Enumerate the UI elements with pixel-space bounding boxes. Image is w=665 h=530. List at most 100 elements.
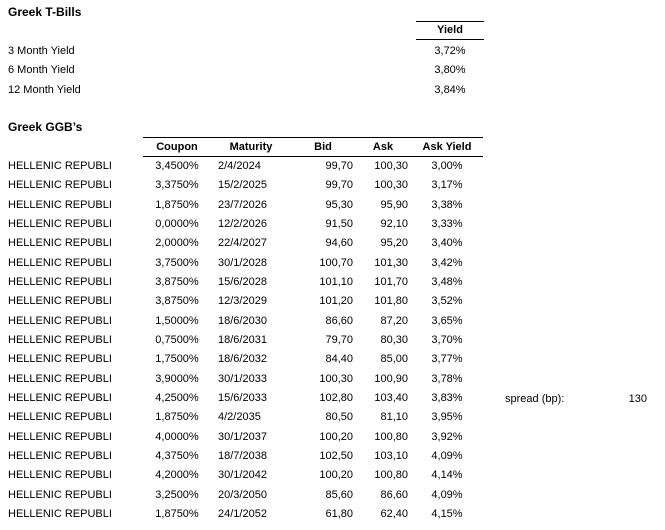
ask-cell: 81,10 <box>380 411 408 424</box>
bid-cell: 80,50 <box>325 411 353 424</box>
ask-cell: 80,30 <box>380 334 408 347</box>
coupon-cell: 1,5000% <box>155 314 199 327</box>
table-row: HELLENIC REPUBLI 1,8750% 23/7/2026 95,30… <box>8 195 483 214</box>
table-row: HELLENIC REPUBLI 1,8750% 4/2/2035 80,50 … <box>8 408 483 427</box>
bid-cell: 91,50 <box>325 218 353 231</box>
bid-cell: 61,80 <box>325 508 353 521</box>
ask-cell: 101,80 <box>374 295 408 308</box>
table-row: HELLENIC REPUBLI 2,0000% 22/4/2027 94,60… <box>8 234 483 253</box>
table-row: HELLENIC REPUBLI 4,3750% 18/7/2038 102,5… <box>8 446 483 465</box>
ask-cell: 86,60 <box>380 488 408 501</box>
coupon-cell: 4,3750% <box>155 450 199 463</box>
ask-cell: 85,00 <box>380 353 408 366</box>
yield-column-header: Yield <box>416 21 484 40</box>
ask-yield-cell: 3,78% <box>431 372 463 385</box>
coupon-cell: 0,0000% <box>155 218 199 231</box>
coupon-cell: 1,7500% <box>155 353 199 366</box>
tbill-value-12m: 3,84% <box>434 84 466 96</box>
ask-cell: 62,40 <box>380 508 408 521</box>
table-row: HELLENIC REPUBLI 0,7500% 18/6/2031 79,70… <box>8 330 483 349</box>
bid-cell: 102,50 <box>319 450 353 463</box>
ask-cell: 100,80 <box>374 469 408 482</box>
col-header-maturity: Maturity <box>211 137 291 157</box>
ask-yield-cell: 3,40% <box>431 237 463 250</box>
bond-name-cell: HELLENIC REPUBLI <box>8 314 112 327</box>
coupon-cell: 0,7500% <box>155 334 199 347</box>
ask-cell: 103,40 <box>374 392 408 405</box>
ask-cell: 92,10 <box>380 218 408 231</box>
bond-name-cell: HELLENIC REPUBLI <box>8 256 112 269</box>
maturity-cell: 30/1/2028 <box>218 256 267 269</box>
ask-yield-cell: 4,09% <box>431 488 463 501</box>
maturity-cell: 18/6/2032 <box>218 353 267 366</box>
tbill-value-6m: 3,80% <box>434 64 466 76</box>
ask-cell: 100,80 <box>374 430 408 443</box>
bond-name-cell: HELLENIC REPUBLI <box>8 411 112 424</box>
bond-name-cell: HELLENIC REPUBLI <box>8 392 112 405</box>
coupon-cell: 4,2000% <box>155 469 199 482</box>
ask-yield-cell: 4,14% <box>431 469 463 482</box>
col-header-ask: Ask <box>355 137 411 157</box>
ask-cell: 95,90 <box>380 198 408 211</box>
bid-cell: 79,70 <box>325 334 353 347</box>
bid-cell: 94,60 <box>325 237 353 250</box>
bond-name-cell: HELLENIC REPUBLI <box>8 372 112 385</box>
maturity-cell: 2/4/2024 <box>218 160 261 173</box>
maturity-cell: 12/3/2029 <box>218 295 267 308</box>
table-row: HELLENIC REPUBLI 1,7500% 18/6/2032 84,40… <box>8 350 483 369</box>
tbill-value-3m: 3,72% <box>434 45 466 57</box>
ask-yield-cell: 3,83% <box>431 392 463 405</box>
bid-cell: 85,60 <box>325 488 353 501</box>
coupon-cell: 3,2500% <box>155 488 199 501</box>
ggb-table: Coupon Maturity Bid Ask Ask Yield HELLEN… <box>8 137 483 524</box>
maturity-cell: 18/7/2038 <box>218 450 267 463</box>
ask-yield-cell: 3,65% <box>431 314 463 327</box>
coupon-cell: 3,3750% <box>155 179 199 192</box>
bid-cell: 86,60 <box>325 314 353 327</box>
maturity-cell: 4/2/2035 <box>218 411 261 424</box>
table-row: HELLENIC REPUBLI 4,0000% 30/1/2037 100,2… <box>8 427 483 446</box>
bid-cell: 102,80 <box>319 392 353 405</box>
ask-cell: 103,10 <box>374 450 408 463</box>
bid-cell: 84,40 <box>325 353 353 366</box>
ask-yield-cell: 3,92% <box>431 430 463 443</box>
maturity-cell: 30/1/2033 <box>218 372 267 385</box>
spread-label: spread (bp): <box>505 393 565 405</box>
ggb-header-row: Coupon Maturity Bid Ask Ask Yield <box>8 137 483 157</box>
maturity-cell: 18/6/2030 <box>218 314 267 327</box>
coupon-cell: 1,8750% <box>155 411 199 424</box>
bid-cell: 99,70 <box>325 160 353 173</box>
coupon-cell: 3,8750% <box>155 295 199 308</box>
ask-yield-cell: 3,70% <box>431 334 463 347</box>
maturity-cell: 30/1/2042 <box>218 469 267 482</box>
ask-yield-cell: 3,38% <box>431 198 463 211</box>
ask-cell: 87,20 <box>380 314 408 327</box>
bond-name-cell: HELLENIC REPUBLI <box>8 334 112 347</box>
ask-cell: 100,30 <box>374 160 408 173</box>
col-header-bid: Bid <box>291 137 355 157</box>
bid-cell: 95,30 <box>325 198 353 211</box>
spread-value: 130 <box>628 393 647 405</box>
col-header-ask-yield: Ask Yield <box>411 137 483 157</box>
maturity-cell: 30/1/2037 <box>218 430 267 443</box>
maturity-cell: 24/1/2052 <box>218 508 267 521</box>
table-row: HELLENIC REPUBLI 3,3750% 15/2/2025 99,70… <box>8 176 483 195</box>
coupon-cell: 3,4500% <box>155 160 199 173</box>
maturity-cell: 15/2/2025 <box>218 179 267 192</box>
table-row: HELLENIC REPUBLI 0,0000% 12/2/2026 91,50… <box>8 214 483 233</box>
table-row: HELLENIC REPUBLI 3,8750% 15/6/2028 101,1… <box>8 272 483 291</box>
table-row: HELLENIC REPUBLI 3,8750% 12/3/2029 101,2… <box>8 292 483 311</box>
coupon-cell: 3,9000% <box>155 372 199 385</box>
maturity-cell: 15/6/2028 <box>218 276 267 289</box>
bond-name-cell: HELLENIC REPUBLI <box>8 469 112 482</box>
bid-cell: 99,70 <box>325 179 353 192</box>
tbill-label-3m: 3 Month Yield <box>8 45 75 57</box>
bond-name-cell: HELLENIC REPUBLI <box>8 198 112 211</box>
bond-name-cell: HELLENIC REPUBLI <box>8 237 112 250</box>
tbills-section-title: Greek T-Bills <box>8 5 82 19</box>
col-header-coupon: Coupon <box>143 137 211 157</box>
bid-cell: 101,10 <box>319 276 353 289</box>
ask-cell: 95,20 <box>380 237 408 250</box>
ask-yield-cell: 3,52% <box>431 295 463 308</box>
bond-name-cell: HELLENIC REPUBLI <box>8 508 112 521</box>
